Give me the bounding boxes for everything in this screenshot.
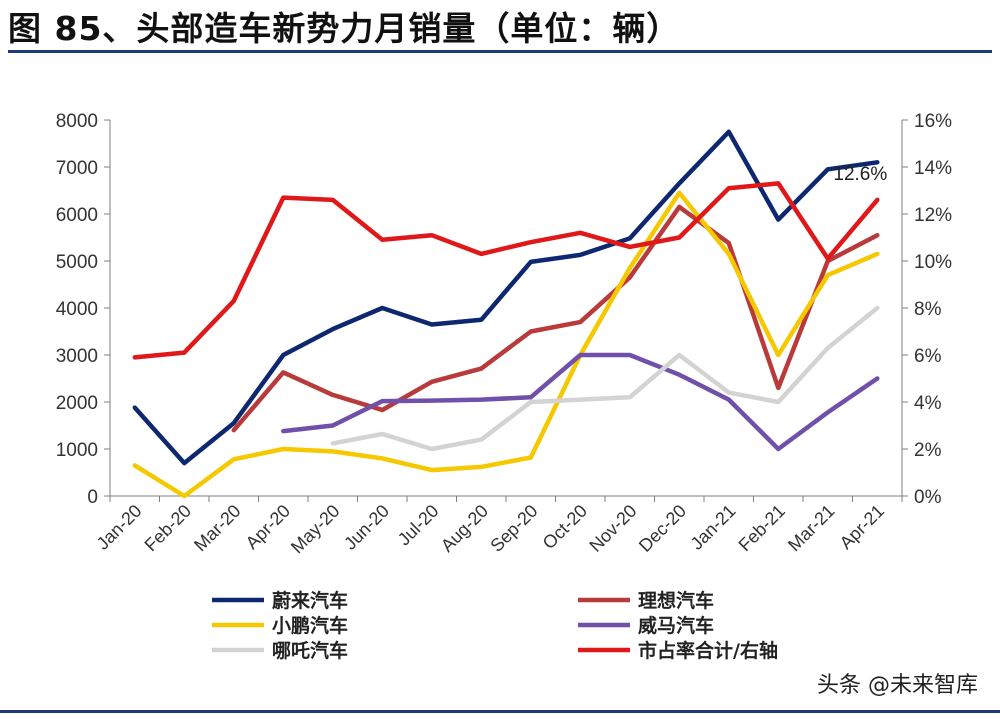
watermark: 头条 @未来智库 bbox=[817, 673, 978, 698]
annotations: 12.6% bbox=[833, 164, 887, 185]
y-left-tick-label: 6000 bbox=[56, 205, 98, 226]
chart-title: 图 85、头部造车新势力月销量（单位：辆） bbox=[8, 9, 681, 48]
series-line bbox=[281, 352, 880, 452]
x-tick-label: Apr-20 bbox=[242, 501, 294, 553]
bottom-rule bbox=[0, 710, 1000, 713]
y-left-tick-label: 3000 bbox=[56, 346, 98, 367]
x-tick-label: Sep-20 bbox=[486, 501, 541, 556]
legend-label: 小鹏汽车 bbox=[272, 614, 348, 637]
y-left-tick-label: 4000 bbox=[56, 299, 98, 320]
legend-label: 理想汽车 bbox=[638, 589, 714, 612]
y-left-tick-label: 0 bbox=[87, 487, 98, 508]
legend-label: 威马汽车 bbox=[638, 614, 714, 637]
y-left-tick-label: 2000 bbox=[56, 393, 98, 414]
x-tick-label: Dec-20 bbox=[635, 501, 690, 556]
x-tick-label: Feb-20 bbox=[141, 501, 195, 555]
series-line bbox=[132, 190, 880, 499]
series-lines bbox=[132, 129, 880, 499]
x-tick-label: Jun-20 bbox=[340, 501, 393, 554]
y-right-tick-label: 14% bbox=[914, 158, 952, 179]
y-right-tick-label: 16% bbox=[914, 111, 952, 132]
x-tick-label: Jul-20 bbox=[394, 501, 443, 550]
data-label: 12.6% bbox=[833, 164, 887, 185]
x-tick-label: Mar-21 bbox=[784, 501, 838, 555]
y-left-tick-label: 8000 bbox=[56, 111, 98, 132]
series-line bbox=[132, 129, 880, 466]
y-right-tick-label: 10% bbox=[914, 252, 952, 273]
x-tick-label: Feb-21 bbox=[735, 501, 789, 555]
y-right-tick-label: 12% bbox=[914, 205, 952, 226]
x-tick-label: Aug-20 bbox=[437, 501, 492, 556]
y-left-tick-label: 7000 bbox=[56, 158, 98, 179]
series-line bbox=[231, 204, 880, 433]
x-tick-label: Oct-20 bbox=[539, 501, 591, 553]
x-tick-label: Apr-21 bbox=[836, 501, 888, 553]
y-right-tick-label: 4% bbox=[914, 393, 942, 414]
y-right-tick-label: 8% bbox=[914, 299, 942, 320]
y-left-tick-label: 5000 bbox=[56, 252, 98, 273]
title-rule bbox=[8, 50, 992, 53]
y-left-tick-label: 1000 bbox=[56, 440, 98, 461]
y-right-tick-label: 0% bbox=[914, 487, 942, 508]
y-right-tick-label: 2% bbox=[914, 440, 942, 461]
legend-label: 蔚来汽车 bbox=[272, 589, 348, 612]
y-right-tick-label: 6% bbox=[914, 346, 942, 367]
legend-label: 市占率合计/右轴 bbox=[638, 639, 778, 662]
x-tick-label: Nov-20 bbox=[585, 501, 640, 556]
x-tick-label: May-20 bbox=[287, 501, 344, 558]
series-line bbox=[132, 181, 880, 360]
series-line bbox=[330, 305, 880, 452]
x-tick-label: Jan-20 bbox=[93, 501, 146, 554]
legend-label: 哪吒汽车 bbox=[272, 639, 348, 662]
x-tick-label: Jan-21 bbox=[687, 501, 740, 554]
x-tick-label: Mar-20 bbox=[190, 501, 244, 555]
